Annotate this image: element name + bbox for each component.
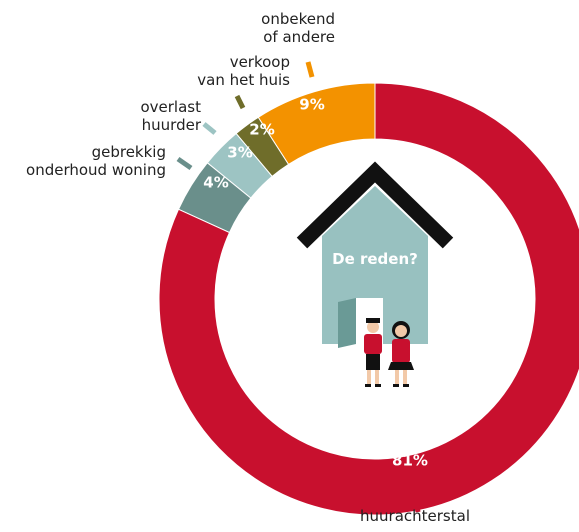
leader-line [176,156,193,171]
center-label: De reden? [332,250,418,268]
category-label: huurachterstal [360,507,470,525]
donut-segment [206,132,273,199]
leader-line [234,94,246,110]
leader-line [202,122,217,135]
donut-segment [235,116,290,178]
labels: 81% huurachterstal 4% gebrekkig onderhoud wo… [26,10,470,525]
roof [296,161,454,249]
house [296,161,454,387]
value-label: 2% [249,121,274,139]
value-label: 81% [392,452,428,470]
category-label: onbekend of andere [261,10,335,46]
door [338,298,356,348]
category-label: overlast huurder [140,98,201,134]
value-label: 3% [227,144,252,162]
value-label: 4% [203,174,228,192]
leader-line [305,61,315,78]
donut-segment [177,162,252,234]
boy [364,318,382,387]
leader-line [412,491,421,513]
girl [388,321,414,387]
category-label: gebrekkig onderhoud woning [26,143,166,179]
value-label: 9% [299,96,324,114]
category-label: verkoop van het huis [197,53,290,89]
donut-segment [158,82,579,516]
